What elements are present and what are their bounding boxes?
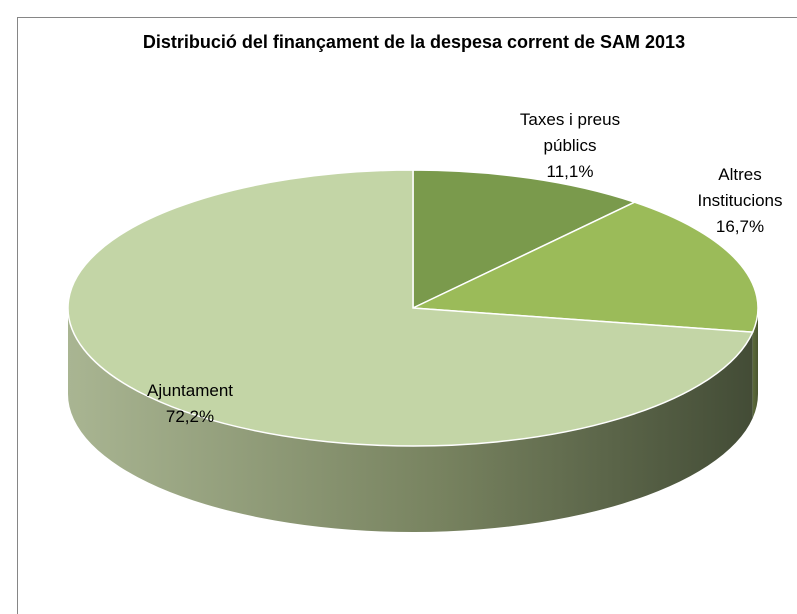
category-label: Ajuntament — [147, 381, 233, 400]
pie-slice — [412, 169, 637, 310]
data-label: 11,1% — [546, 162, 594, 181]
pie-slice-side — [68, 308, 753, 532]
pie-slice-side — [752, 308, 758, 419]
pie-slice — [67, 169, 754, 447]
data-label: 16,7% — [715, 217, 765, 236]
category-label: Altres Institucions — [697, 165, 783, 210]
category-label: Taxes i preus públics — [519, 110, 621, 155]
chart-title: Distribució del finançament de la despes… — [142, 32, 686, 52]
pie-slice — [410, 201, 759, 333]
data-label: 72,2% — [165, 407, 215, 426]
